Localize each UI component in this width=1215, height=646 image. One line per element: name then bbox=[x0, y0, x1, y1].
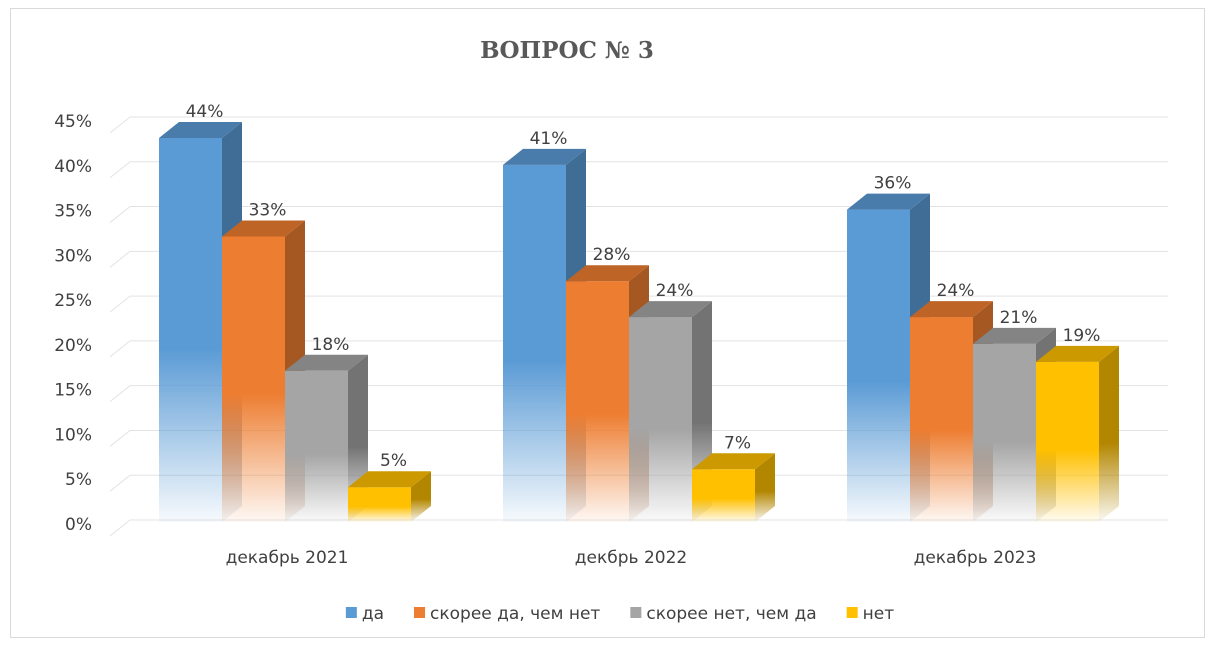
data-label: 18% bbox=[312, 335, 350, 355]
grid-line-depth bbox=[109, 250, 131, 268]
bar-top bbox=[348, 471, 431, 488]
y-tick-label: 35% bbox=[54, 202, 92, 222]
bar-front bbox=[503, 164, 566, 523]
chart-title: ВОПРОС № 3 bbox=[480, 37, 654, 64]
data-label: 36% bbox=[874, 174, 912, 194]
bar bbox=[692, 453, 775, 522]
grid-line-depth bbox=[109, 474, 131, 492]
grid-line-depth bbox=[109, 206, 131, 223]
data-label: 28% bbox=[593, 245, 631, 265]
data-label: 21% bbox=[1000, 308, 1038, 328]
grid-line-depth bbox=[109, 116, 131, 134]
bar-front bbox=[692, 469, 755, 522]
bar-top bbox=[566, 265, 649, 282]
bar-top bbox=[973, 327, 1056, 344]
bar-top bbox=[503, 148, 586, 165]
legend-label: нет bbox=[863, 604, 895, 624]
bar-front bbox=[159, 137, 222, 522]
y-tick-label: 40% bbox=[54, 157, 92, 177]
legend-label: да bbox=[362, 604, 384, 624]
y-tick-label: 15% bbox=[54, 381, 92, 401]
bar-top bbox=[847, 193, 930, 210]
y-tick-label: 10% bbox=[54, 425, 92, 445]
bar-front bbox=[222, 236, 285, 522]
x-tick-label: декбрь 2022 bbox=[575, 548, 687, 568]
bar-front bbox=[910, 317, 973, 522]
bar-side bbox=[755, 453, 775, 522]
bar-top bbox=[159, 121, 242, 138]
bar-side bbox=[411, 471, 431, 522]
bar-front bbox=[285, 370, 348, 522]
legend-swatch bbox=[630, 607, 642, 618]
x-tick-label: декабрь 2021 bbox=[226, 548, 349, 568]
bar-front bbox=[348, 487, 411, 522]
bar-front bbox=[973, 343, 1036, 522]
legend-swatch bbox=[345, 607, 357, 618]
legend-label: скорее нет, чем да bbox=[646, 604, 816, 624]
y-tick-label: 30% bbox=[54, 246, 92, 266]
grid-line-depth bbox=[109, 295, 131, 313]
data-label: 24% bbox=[656, 281, 694, 301]
grid-line-depth bbox=[109, 340, 131, 358]
bar-front bbox=[629, 317, 692, 522]
bar-front bbox=[847, 209, 910, 522]
data-label: 7% bbox=[724, 433, 751, 453]
bar-front bbox=[1036, 361, 1099, 522]
legend-label: скорее да, чем нет bbox=[430, 604, 600, 624]
bar-top bbox=[222, 220, 305, 237]
bar-top bbox=[692, 453, 775, 470]
y-tick-label: 5% bbox=[65, 470, 92, 490]
legend-swatch bbox=[414, 607, 426, 618]
data-label: 41% bbox=[530, 129, 568, 149]
grid-line-depth bbox=[109, 519, 131, 537]
legend-swatch bbox=[846, 607, 858, 618]
bar-front bbox=[566, 281, 629, 522]
bar bbox=[285, 354, 368, 522]
bar bbox=[1036, 345, 1119, 522]
grid-line-depth bbox=[109, 385, 131, 403]
x-tick-label: декабрь 2023 bbox=[914, 548, 1037, 568]
data-label: 5% bbox=[380, 451, 407, 471]
bar-side bbox=[1099, 345, 1119, 522]
bar-top bbox=[629, 301, 712, 318]
y-tick-label: 45% bbox=[54, 112, 92, 132]
data-label: 24% bbox=[937, 281, 975, 301]
data-label: 44% bbox=[186, 102, 224, 122]
bar-top bbox=[285, 354, 368, 371]
bar-top bbox=[1036, 345, 1119, 362]
y-tick-label: 20% bbox=[54, 336, 92, 356]
legend: да скорее да, чем нет скорее нет, чем да не… bbox=[345, 604, 895, 624]
bar bbox=[348, 471, 431, 522]
grid-line-depth bbox=[109, 430, 131, 447]
data-label: 33% bbox=[249, 200, 287, 220]
grid-line-depth bbox=[109, 161, 131, 179]
data-label: 19% bbox=[1063, 326, 1101, 346]
bar bbox=[973, 327, 1056, 522]
y-tick-label: 25% bbox=[54, 291, 92, 311]
y-tick-label: 0% bbox=[65, 515, 92, 535]
bar-top bbox=[910, 301, 993, 318]
